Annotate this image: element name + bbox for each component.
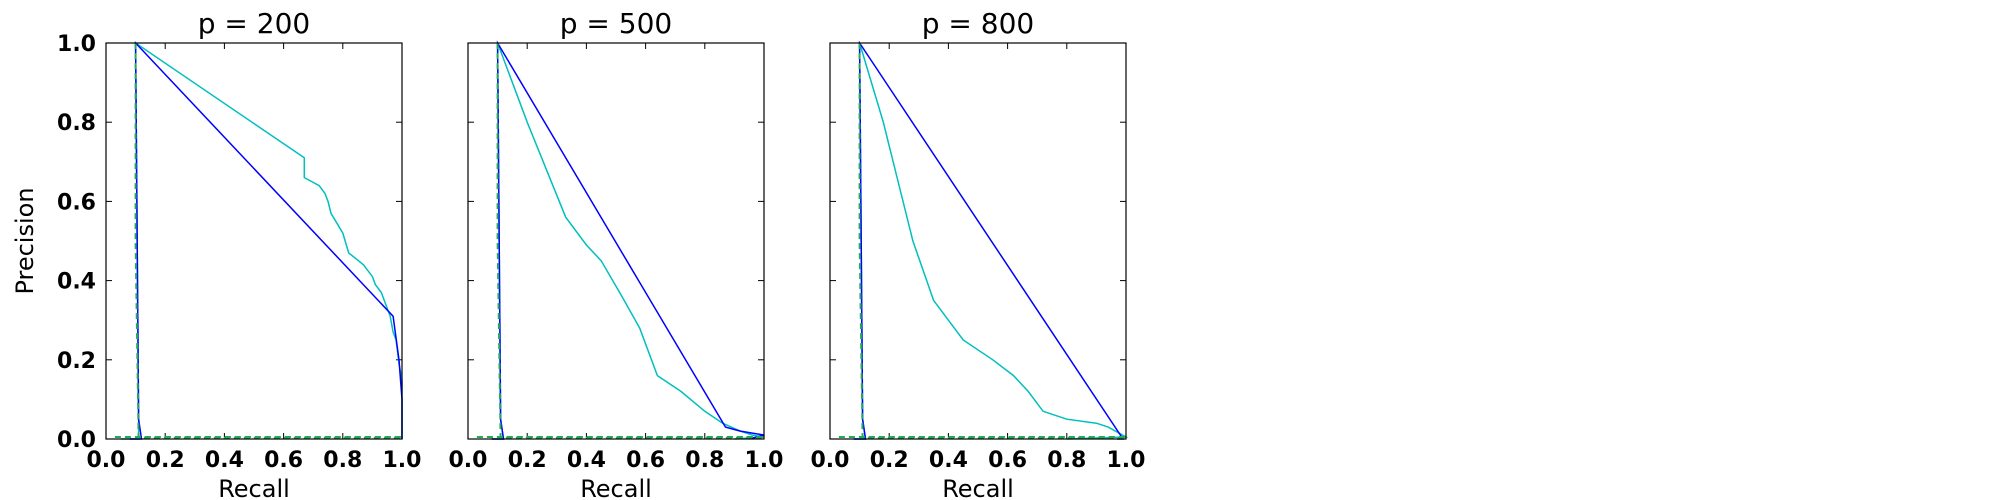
y-tick-label: 0.4	[57, 270, 96, 295]
series-line-blue	[491, 40, 765, 440]
y-tick-label: 0.2	[57, 349, 96, 374]
x-tick-label: 0.2	[146, 448, 185, 473]
chart-title: p = 800	[922, 7, 1034, 40]
x-axis-label: Recall	[580, 475, 652, 500]
series-line-cyan	[120, 41, 403, 440]
panels: p = 200 0.0 0.2 0.4 0.6 0.8 1.0 0.0 0.2 0.4 0.6 0.8…	[11, 7, 1145, 500]
x-tick-label: 0.4	[205, 448, 244, 473]
chart-title: p = 500	[560, 7, 672, 40]
y-axis-label: Precision	[11, 187, 39, 294]
x-tick-label: 0.4	[929, 448, 968, 473]
axes-frame	[467, 42, 765, 440]
chart-title: p = 200	[198, 7, 310, 40]
x-tick-label: 0.8	[685, 448, 724, 473]
x-axis-label: Recall	[218, 475, 290, 500]
y-tick-label: 0.8	[57, 111, 96, 136]
x-tick-label: 0.0	[449, 448, 488, 473]
x-tick-label: 0.0	[87, 448, 126, 473]
x-tick-label: 0.2	[508, 448, 547, 473]
x-tick-label: 1.0	[1107, 448, 1146, 473]
y-tick-label: 0.6	[57, 190, 96, 215]
chart-panel-2: p = 500 0.0 0.2 0.4 0.6 0.8 1.0 Recall	[449, 7, 784, 500]
x-tick-label: 0.2	[870, 448, 909, 473]
series-line-dashed	[114, 43, 403, 439]
chart-panel-1: p = 200 0.0 0.2 0.4 0.6 0.8 1.0 0.0 0.2 0.4 0.6 0.8…	[11, 7, 421, 500]
series-line-cyan	[853, 42, 1129, 440]
series-line-dashed	[476, 43, 765, 439]
y-tick-label: 0.0	[57, 428, 96, 453]
axes-frame	[105, 42, 403, 440]
axes-frame	[829, 42, 1127, 440]
y-tick-label: 1.0	[57, 32, 96, 57]
x-tick-label: 0.6	[626, 448, 665, 473]
series-line-blue	[129, 41, 403, 440]
x-tick-label: 0.8	[323, 448, 362, 473]
series-line-blue	[853, 40, 1125, 440]
x-tick-label: 0.0	[811, 448, 850, 473]
x-axis-label: Recall	[942, 475, 1014, 500]
x-tick-label: 0.6	[264, 448, 303, 473]
x-tick-label: 1.0	[383, 448, 422, 473]
x-tick-label: 0.8	[1047, 448, 1086, 473]
x-tick-label: 0.6	[988, 448, 1027, 473]
series-line-dashed	[838, 43, 1127, 439]
chart-panel-3: p = 800 0.0 0.2 0.4 0.6 0.8 1.0 Recall	[811, 7, 1146, 500]
x-tick-label: 1.0	[745, 448, 784, 473]
x-tick-label: 0.4	[567, 448, 606, 473]
